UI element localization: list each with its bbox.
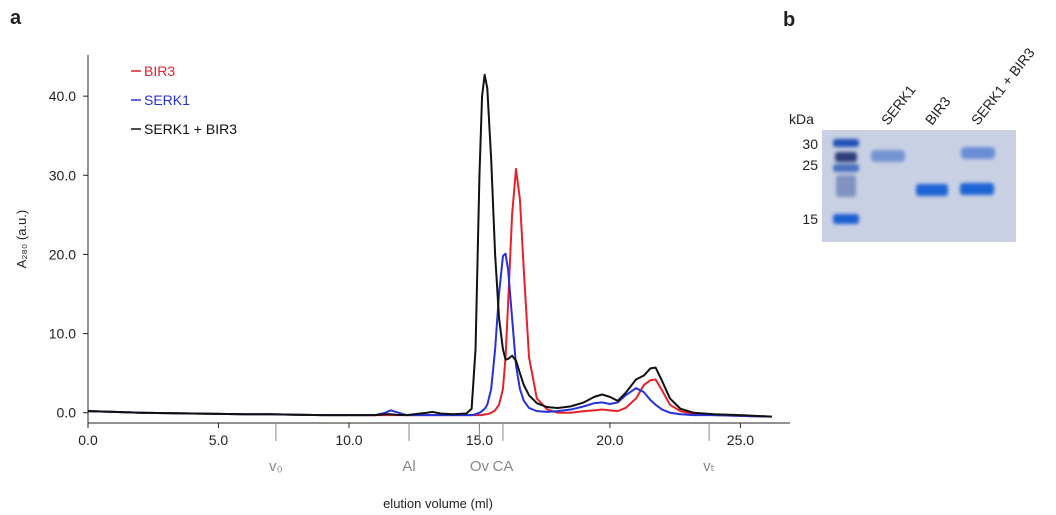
legend-label: SERK1 [144,92,190,108]
marker-label: Al [402,458,415,475]
y-tick-label: 0.0 [57,405,77,421]
panel-label: a [10,7,22,29]
data-line [88,254,772,417]
y-axis-label: A₂₈₀ (a.u.) [14,210,29,268]
x-axis-label: elution volume (ml) [383,496,493,511]
marker-label: v₀ [269,458,283,475]
gel-unit: kDa [789,111,814,127]
ladder-label: 30 [802,136,818,152]
y-tick-label: 10.0 [49,326,76,342]
x-tick-label: 25.0 [727,432,754,448]
x-tick-label: 0.0 [78,432,98,448]
marker-label: CA [493,458,514,475]
y-tick-label: 20.0 [49,246,76,262]
lane-label: SERK1 [878,82,919,128]
x-tick-label: 20.0 [596,432,623,448]
x-tick-label: 10.0 [335,432,362,448]
page: a elution volume (ml) A₂₈₀ (a.u.) b kDa … [0,0,1056,515]
figure: a elution volume (ml) A₂₈₀ (a.u.) b kDa … [0,0,1056,515]
panel-label: b [783,9,795,31]
legend-label: SERK1 + BIR3 [144,121,237,137]
marker-label: vₜ [703,458,715,475]
x-tick-label: 5.0 [209,432,229,448]
data-line [88,169,772,417]
ladder-label: 25 [802,157,818,173]
y-tick-label: 40.0 [49,88,76,104]
marker-label: Ov [470,458,490,475]
lane-label: SERK1 + BIR3 [968,45,1038,128]
ladder-label: 15 [802,211,818,227]
y-tick-label: 30.0 [49,167,76,183]
legend-label: BIR3 [144,63,175,79]
lane-label: BIR3 [922,93,954,128]
